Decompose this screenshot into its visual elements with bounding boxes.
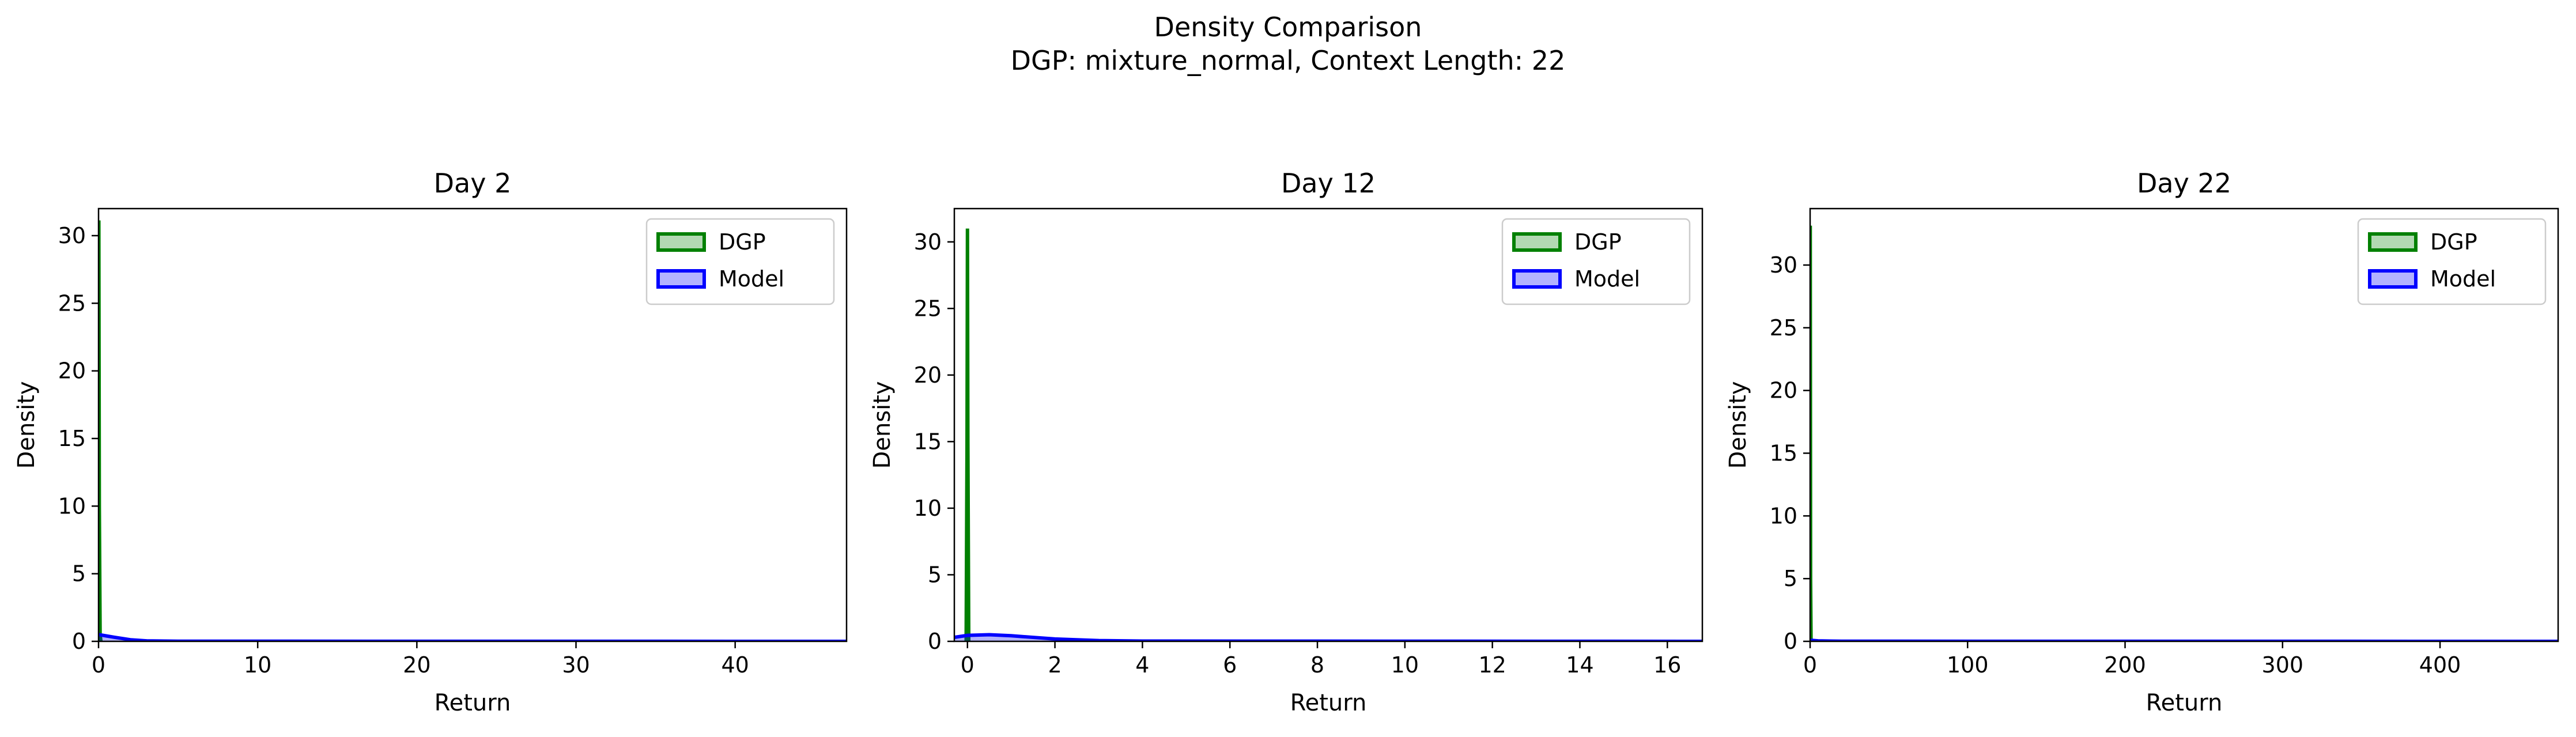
legend-label-model: Model — [2430, 266, 2496, 292]
legend-box — [1501, 218, 1691, 305]
y-tick-label: 0 — [1784, 629, 1797, 654]
x-tick-label: 300 — [2262, 652, 2304, 678]
y-axis-label: Density — [1725, 381, 1751, 468]
y-tick-label: 25 — [914, 296, 942, 321]
legend-swatch-dgp — [1512, 232, 1562, 252]
x-tick-label: 4 — [1135, 652, 1149, 678]
y-tick-label: 0 — [72, 629, 86, 654]
y-tick-label: 20 — [1770, 378, 1797, 403]
y-tick-label: 20 — [58, 358, 86, 384]
legend-swatch-model — [1512, 269, 1562, 289]
chart-panel: 0 100 200 300 400 0 5 10 15 20 25 30 Day 22 Return Den… — [1725, 168, 2559, 716]
x-tick-label: 14 — [1566, 652, 1593, 678]
y-tick-label: 20 — [914, 362, 942, 388]
legend-swatch-model — [656, 269, 706, 289]
x-tick-label: 30 — [562, 652, 590, 678]
x-tick-label: 20 — [403, 652, 430, 678]
y-tick-label: 0 — [928, 629, 942, 654]
series-line-model — [99, 633, 847, 641]
legend: DGP Model — [2357, 218, 2547, 305]
legend-swatch-model — [2368, 269, 2418, 289]
legend: DGP Model — [645, 218, 835, 305]
x-axis-label: Return — [1290, 690, 1367, 716]
legend-label-dgp: DGP — [719, 229, 766, 255]
x-axis-label: Return — [2146, 690, 2223, 716]
chart-panel: 0 10 20 30 40 0 5 10 15 20 25 30 Day 2 Return Density D… — [13, 168, 848, 716]
legend-label-model: Model — [719, 266, 784, 292]
y-tick-label: 5 — [1784, 566, 1797, 591]
x-tick-label: 0 — [1803, 652, 1817, 678]
y-tick-label: 25 — [58, 290, 86, 316]
y-tick-label: 15 — [58, 426, 86, 451]
series-line-model — [954, 633, 1702, 641]
y-tick-label: 10 — [1770, 503, 1797, 528]
x-tick-label: 400 — [2419, 652, 2461, 678]
y-tick-label: 30 — [914, 229, 942, 255]
y-tick-label: 15 — [1770, 440, 1797, 466]
legend-label-model: Model — [1574, 266, 1640, 292]
y-axis-label: Density — [869, 381, 896, 468]
x-tick-label: 10 — [1391, 652, 1419, 678]
legend-label-dgp: DGP — [2430, 229, 2477, 255]
legend-box — [2357, 218, 2547, 305]
x-tick-label: 0 — [92, 652, 105, 678]
y-tick-label: 30 — [1770, 252, 1797, 278]
axes-frame — [97, 207, 848, 642]
legend-swatch-dgp — [656, 232, 706, 252]
chart-title: Day 22 — [2137, 168, 2231, 199]
x-axis-label: Return — [435, 690, 511, 716]
y-tick-label: 5 — [72, 561, 86, 587]
x-tick-label: 10 — [244, 652, 271, 678]
x-tick-label: 40 — [722, 652, 749, 678]
legend-label-dgp: DGP — [1574, 229, 1622, 255]
x-tick-label: 6 — [1223, 652, 1237, 678]
figure-title: Density Comparison — [1154, 12, 1422, 43]
legend-box — [645, 218, 835, 305]
figure-subtitle: DGP: mixture_normal, Context Length: 22 — [1011, 45, 1566, 76]
chart-panel: 0 2 4 6 8 10 12 14 16 0 5 10 15 20 25 30 Day 12 Return Den… — [869, 168, 1704, 716]
y-tick-label: 15 — [914, 429, 942, 454]
chart-title: Day 2 — [434, 168, 512, 199]
axes-frame — [1809, 207, 2559, 642]
chart-title: Day 12 — [1281, 168, 1376, 199]
series-line-dgp — [964, 228, 971, 641]
x-tick-label: 200 — [2104, 652, 2146, 678]
y-tick-label: 30 — [58, 223, 86, 248]
x-tick-label: 8 — [1310, 652, 1324, 678]
legend-swatch-dgp — [2368, 232, 2418, 252]
y-axis-label: Density — [13, 381, 40, 468]
x-tick-label: 2 — [1048, 652, 1062, 678]
axes-frame — [953, 207, 1704, 642]
y-tick-label: 25 — [1770, 315, 1797, 341]
y-tick-label: 10 — [914, 496, 942, 521]
x-tick-label: 0 — [961, 652, 975, 678]
x-tick-label: 100 — [1947, 652, 1989, 678]
legend: DGP Model — [1501, 218, 1691, 305]
x-tick-label: 12 — [1478, 652, 1506, 678]
x-tick-label: 16 — [1653, 652, 1681, 678]
y-tick-label: 10 — [58, 493, 86, 519]
y-tick-label: 5 — [928, 562, 942, 587]
